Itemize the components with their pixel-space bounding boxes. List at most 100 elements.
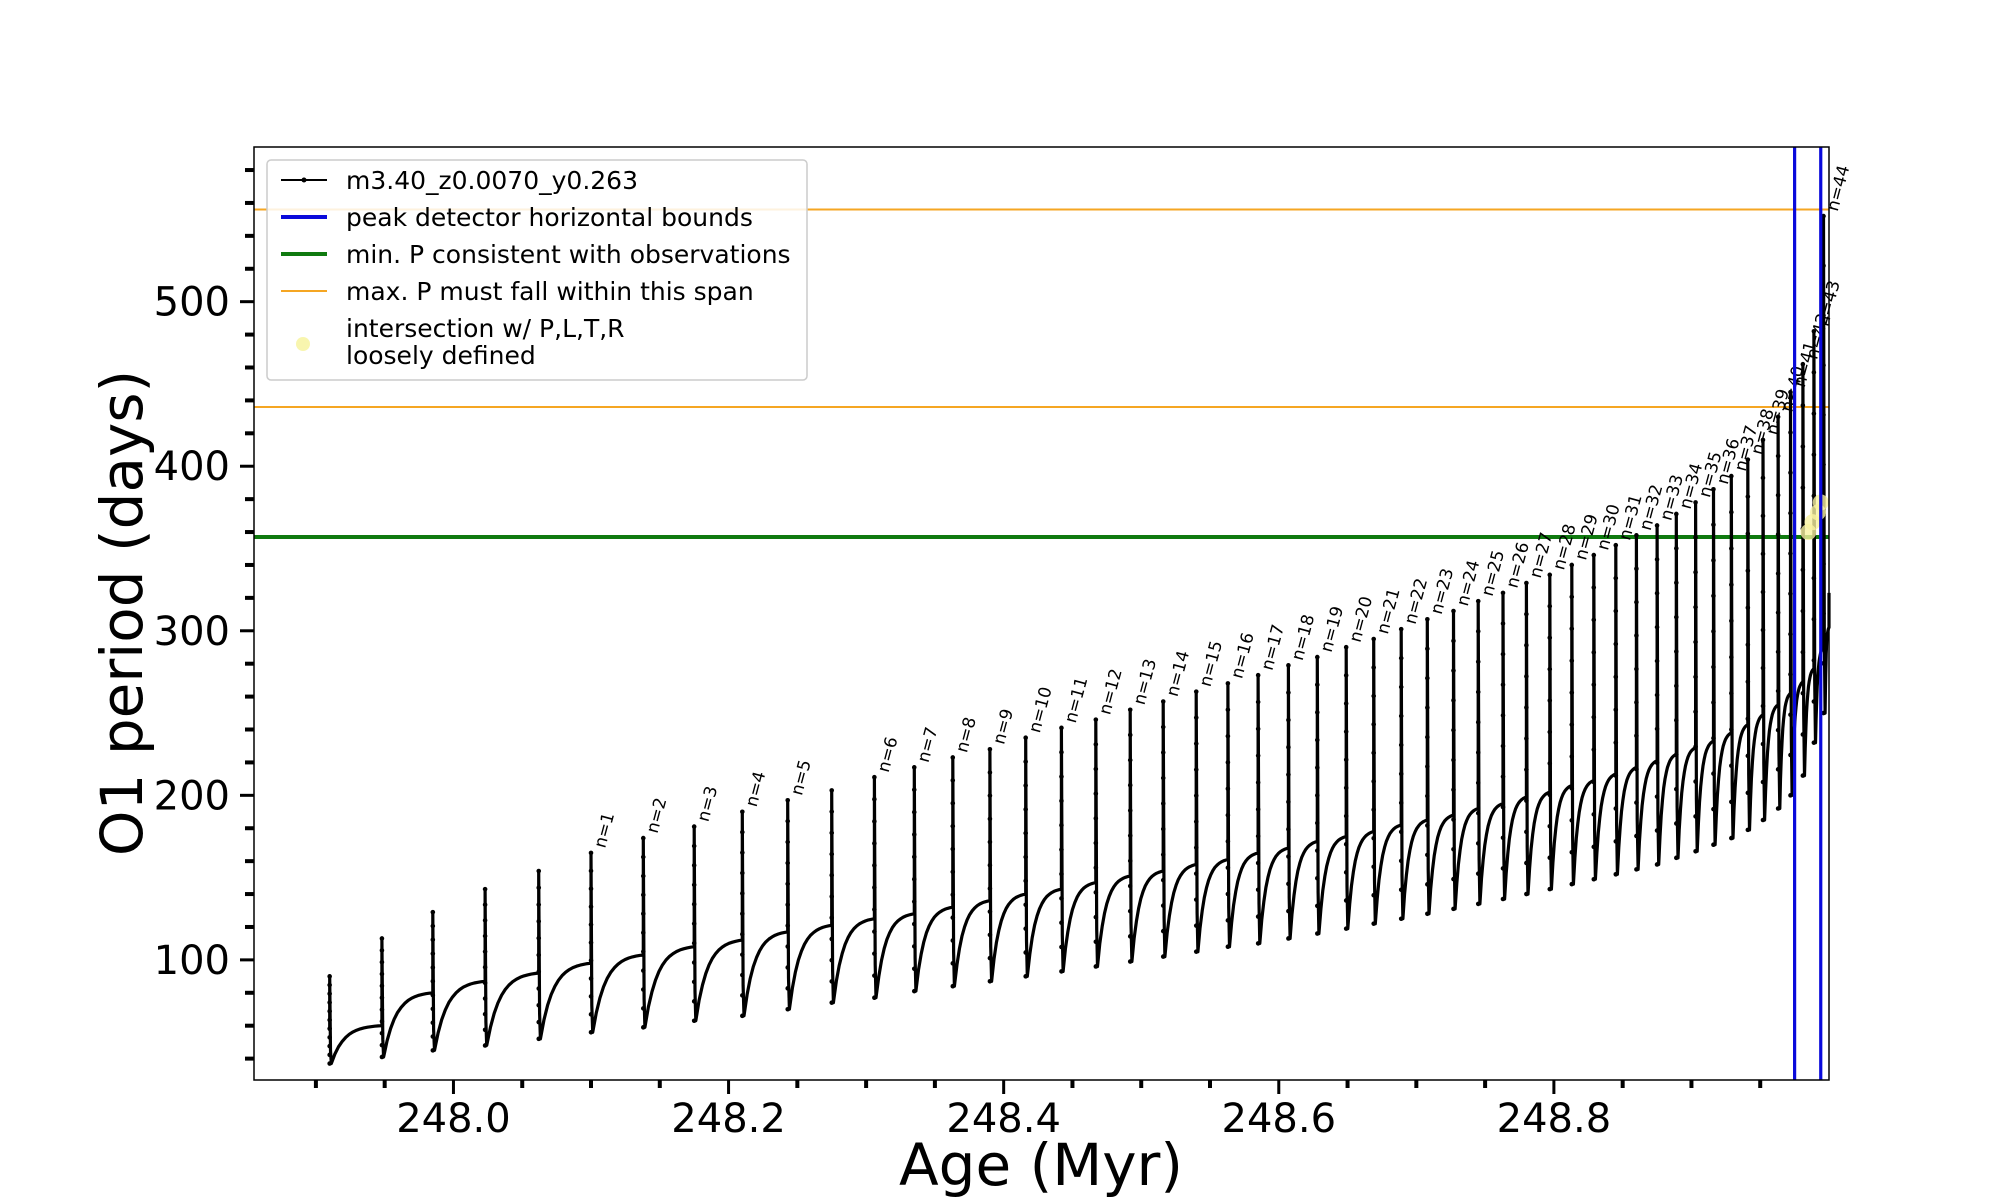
track-marker [1451,638,1456,644]
track-marker [987,886,993,891]
track-marker [1547,792,1553,798]
track-marker [1760,779,1766,785]
track-marker [379,971,385,977]
track-marker [1524,829,1529,835]
track-marker [911,944,917,949]
track-marker [872,951,877,956]
track-marker [785,797,791,803]
pulse-label: n=3 [694,784,723,824]
track-marker [1371,779,1376,784]
track-marker [1398,742,1404,748]
pulse-label: n=14 [1163,649,1194,699]
x-axis-label: Age (Myr) [899,1131,1183,1199]
track-marker [1093,914,1099,920]
track-marker [1788,551,1793,556]
track-marker [1775,492,1781,498]
track-marker [1821,462,1826,467]
track-marker [1451,698,1456,703]
track-marker [1371,722,1376,727]
track-marker [740,870,745,876]
track-marker [1613,641,1619,647]
track-marker [1398,916,1404,922]
track-marker [1425,734,1430,740]
track-marker [1569,594,1575,600]
pulse-label: n=8 [952,715,981,755]
track-marker [1591,812,1597,817]
plot-frame [253,146,1830,1081]
pulse-label: n=17 [1258,622,1289,672]
track-marker [1500,896,1506,902]
track-marker [1193,741,1199,746]
track-marker [1811,658,1817,663]
track-marker [1811,699,1817,704]
pulse-label: n=10 [1025,685,1056,735]
track-marker [1693,639,1698,645]
track-marker [911,876,917,882]
track-marker [1343,673,1349,678]
track-marker [1821,710,1826,716]
x-tick-label: 248.8 [1497,1096,1612,1142]
track-marker [1500,651,1506,657]
track-marker [1745,605,1751,611]
track-marker [1821,412,1826,418]
track-marker [691,960,697,965]
track-marker [1343,870,1349,875]
track-marker [640,949,646,954]
track-marker [1193,793,1199,798]
track-marker [536,935,542,941]
track-marker [1524,611,1529,617]
track-marker [1811,616,1817,622]
track-marker [1711,735,1716,741]
track-marker [872,973,877,978]
track-marker [327,1043,332,1049]
track-marker [1775,571,1781,576]
track-marker [740,809,745,815]
track-marker [1788,470,1793,476]
track-marker [829,1000,835,1005]
track-marker [1654,862,1660,867]
track-marker [1343,729,1349,734]
track-marker [1500,713,1506,718]
y-tick-label: 300 [154,609,230,655]
track-marker [829,872,835,878]
track-marker [1745,679,1751,685]
track-marker [1093,791,1099,796]
x-tick-label: 248.0 [396,1096,511,1142]
pulse-label: n=12 [1095,667,1126,717]
track-marker [911,809,917,815]
pulse-label: n=25 [1478,548,1509,598]
track-marker [1475,719,1481,725]
track-marker [1811,575,1817,581]
track-marker [536,902,542,907]
x-tick-label: 248.4 [946,1096,1061,1142]
track-marker [1225,812,1231,818]
track-marker [1451,757,1456,763]
track-marker [588,976,594,981]
track-marker [691,901,697,907]
track-marker [1634,599,1639,605]
track-marker [1059,847,1064,852]
track-marker [1788,389,1793,395]
track-marker [430,923,436,929]
track-marker [1693,709,1698,715]
track-marker [1711,629,1716,634]
track-marker [987,932,993,938]
track-marker [327,1026,332,1031]
track-marker [1160,826,1166,832]
track-marker [1225,707,1231,713]
track-marker [740,931,745,937]
track-marker [1160,928,1166,934]
track-marker [1255,726,1261,732]
track-marker [379,959,385,965]
track-marker [1425,616,1430,622]
track-marker [430,992,436,998]
track-marker [1693,814,1698,819]
track-marker [430,937,436,943]
track-marker [1613,608,1619,614]
track-marker [1286,663,1291,668]
track-marker [1800,773,1806,778]
track-marker [950,915,956,920]
track-marker [1425,882,1430,887]
track-marker [1711,700,1716,705]
track-marker [1788,430,1793,435]
